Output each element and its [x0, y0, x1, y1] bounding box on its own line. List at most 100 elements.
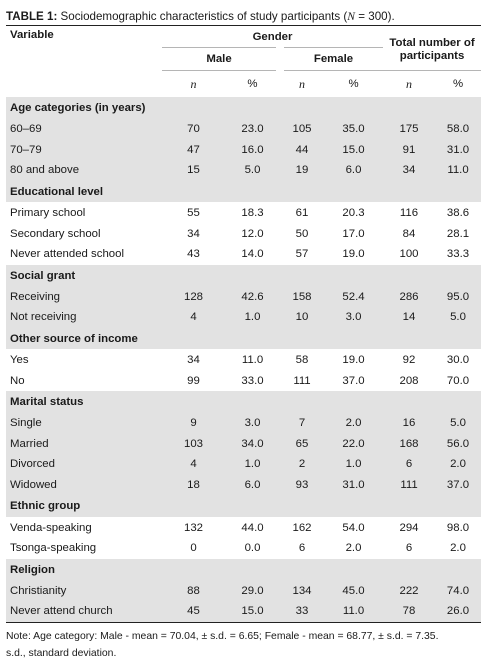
row-label: Never attend church: [6, 601, 162, 622]
cell-value: 7: [280, 412, 324, 434]
cell-value: 16.0: [225, 139, 280, 161]
header-total-pct: %: [452, 78, 464, 90]
cell-value: 15.0: [324, 139, 384, 161]
cell-value: 58.0: [435, 118, 482, 140]
cell-value: 42.6: [225, 286, 280, 308]
cell-value: 5.0: [435, 412, 482, 434]
cell-value: 5.0: [225, 160, 280, 181]
row-label: Christianity: [6, 580, 162, 602]
cell-value: 11.0: [324, 601, 384, 622]
table-row: 60–69 70 23.0 105 35.0 175 58.0: [6, 118, 482, 140]
cell-value: 57: [295, 248, 309, 261]
cell-value: 4: [162, 454, 225, 475]
cell-value: 162: [292, 521, 312, 534]
row-label: No: [10, 374, 25, 387]
table-row: 80 and above 15 5.0 19 6.0 34 11.0: [6, 160, 482, 181]
cell-value: 26.0: [435, 601, 482, 622]
cell-value: 18.3: [241, 206, 264, 219]
cell-value: 100: [399, 248, 419, 261]
section-title: Age categories (in years): [6, 97, 482, 119]
table-row: Secondary school 34 12.0 50 17.0 84 28.1: [6, 223, 481, 244]
cell-value: 70.0: [446, 374, 470, 387]
table-row: Christianity 88 29.0 134 45.0 222 74.0: [6, 580, 482, 602]
header-total: Total number of participants: [383, 26, 482, 71]
header-total-n: n: [406, 76, 413, 91]
section-header: Age categories (in years): [6, 97, 482, 119]
cell-value: 6.0: [225, 474, 280, 496]
note-line-1: Note: Age category: Male - mean = 70.04,…: [6, 630, 439, 642]
cell-value: 28.1: [446, 227, 470, 240]
cell-value: 128: [162, 286, 225, 308]
header-gender: Gender: [162, 26, 384, 48]
cell-value: 31.0: [324, 474, 384, 496]
cell-value: 14: [383, 307, 436, 328]
row-label: Divorced: [6, 454, 162, 475]
cell-value: 31.0: [435, 139, 482, 161]
cell-value: 2.0: [345, 542, 362, 555]
header-variable: Variable: [10, 29, 54, 41]
cell-value: 222: [383, 580, 436, 602]
table-row: Single 9 3.0 7 2.0 16 5.0: [6, 412, 482, 434]
row-label: Receiving: [6, 286, 162, 308]
cell-value: 47: [162, 139, 225, 161]
section-header: Ethnic group: [6, 495, 482, 518]
cell-value: 33.3: [446, 248, 470, 261]
cell-value: 6.0: [324, 160, 384, 181]
cell-value: 6: [383, 454, 436, 475]
caption-label: TABLE 1:: [6, 10, 58, 23]
cell-value: 294: [399, 521, 419, 534]
cell-value: 12.0: [241, 227, 264, 240]
section-title: Other source of income: [6, 327, 482, 350]
cell-value: 9: [162, 412, 225, 434]
cell-value: 20.3: [342, 206, 365, 219]
top-rule: [6, 25, 481, 26]
cell-value: 45.0: [324, 580, 384, 602]
row-label: Widowed: [6, 474, 162, 496]
cell-value: 30.0: [446, 353, 470, 366]
cell-value: 208: [399, 374, 419, 387]
cell-value: 116: [399, 206, 419, 219]
cell-value: 5.0: [435, 307, 482, 328]
row-label: Single: [6, 412, 162, 434]
section-header: Religion: [6, 558, 482, 581]
cell-value: 29.0: [225, 580, 280, 602]
cell-value: 33.0: [241, 374, 264, 387]
cell-value: 175: [383, 118, 436, 140]
cell-value: 14.0: [241, 248, 264, 261]
row-label: 70–79: [6, 139, 162, 161]
cell-value: 1.0: [324, 454, 384, 475]
table-row: Not receiving 4 1.0 10 3.0 14 5.0: [6, 307, 482, 328]
header-female: Female: [280, 47, 384, 71]
cell-value: 2.0: [324, 412, 384, 434]
cell-value: 0.0: [244, 542, 261, 555]
table-row: Married 103 34.0 65 22.0 168 56.0: [6, 433, 482, 455]
cell-value: 95.0: [435, 286, 482, 308]
header-male-pct: %: [247, 78, 258, 90]
header-total-line1: Total number of: [389, 36, 475, 49]
table-row: 70–79 47 16.0 44 15.0 91 31.0: [6, 139, 482, 161]
row-label: Yes: [10, 353, 29, 366]
cell-value: 19: [280, 160, 324, 181]
cell-value: 44.0: [241, 521, 264, 534]
table-row: Never attended school 43 14.0 57 19.0 100 33.3: [6, 244, 481, 265]
cell-value: 92: [402, 353, 416, 366]
section-title: Social grant: [6, 264, 482, 287]
cell-value: 37.0: [435, 474, 482, 496]
table-row: Divorced 4 1.0 2 1.0 6 2.0: [6, 454, 482, 475]
cell-value: 6: [298, 542, 306, 555]
cell-value: 15: [162, 160, 225, 181]
cell-value: 34: [187, 227, 200, 240]
cell-value: 99: [187, 374, 200, 387]
cell-value: 91: [383, 139, 436, 161]
cell-value: 88: [162, 580, 225, 602]
table-row: Yes 34 11.0 58 19.0 92 30.0: [6, 349, 481, 370]
cell-value: 56.0: [435, 433, 482, 455]
cell-value: 15.0: [225, 601, 280, 622]
cell-value: 17.0: [342, 227, 365, 240]
cell-value: 38.6: [446, 206, 470, 219]
cell-value: 34.0: [225, 433, 280, 455]
cell-value: 1.0: [225, 307, 280, 328]
caption-text: Sociodemographic characteristics of stud…: [57, 10, 348, 23]
cell-value: 111: [383, 474, 436, 496]
row-label: Tsonga-speaking: [10, 542, 97, 555]
